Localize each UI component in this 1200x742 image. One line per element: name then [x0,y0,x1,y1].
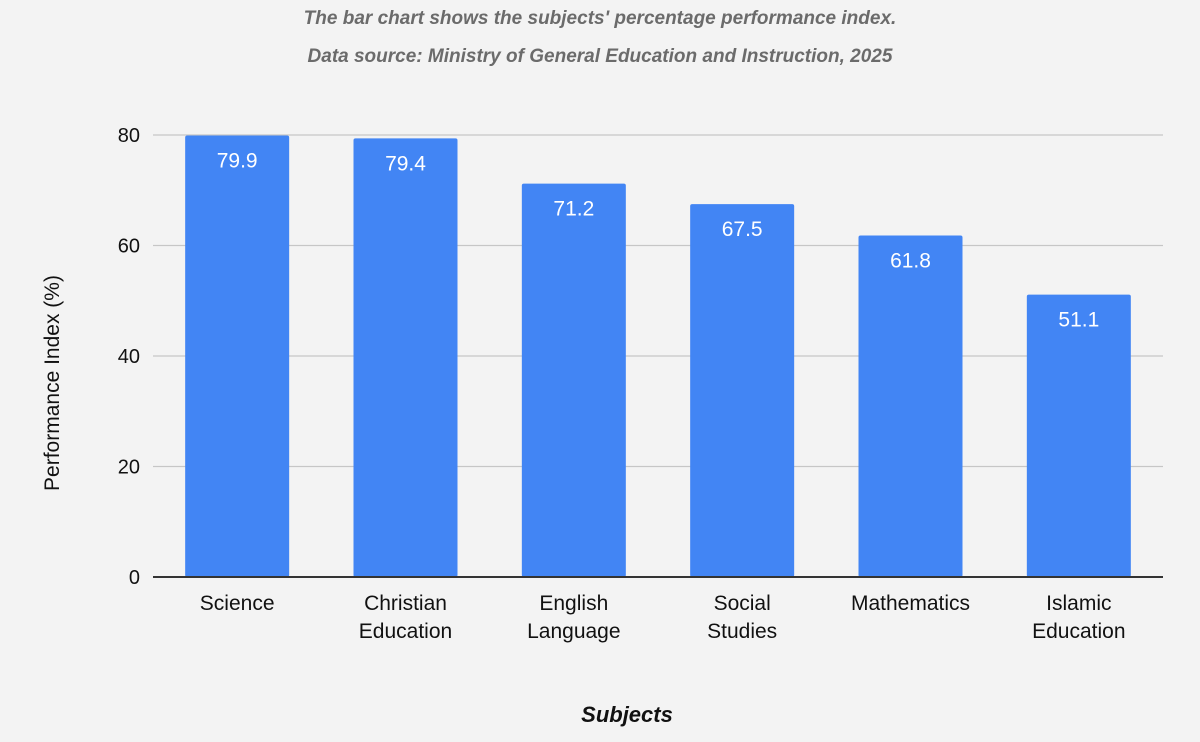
x-tick-label: Christian [364,592,447,615]
y-tick-label: 40 [118,346,140,368]
x-axis-title: Subjects [581,702,673,727]
chart-title: The bar chart shows the subjects' percen… [303,8,897,29]
x-tick-label: Mathematics [851,592,970,615]
y-axis-title: Performance Index (%) [41,275,64,491]
x-tick-label: English [539,592,608,615]
bar [1026,294,1131,577]
x-tick-label: Islamic [1046,592,1111,615]
x-tick-label: Education [359,620,452,643]
x-tick-label: Science [200,592,275,615]
y-tick-label: 80 [118,125,140,147]
x-tick-label: Education [1032,620,1125,643]
data-label: 51.1 [1058,309,1099,332]
x-tick-label: Language [527,620,620,643]
chart-subtitle: Data source: Ministry of General Educati… [307,46,893,67]
y-tick-label: 20 [118,457,140,479]
x-tick-label: Studies [707,620,777,643]
x-tick-label: Social [714,592,771,615]
bar [353,138,458,577]
data-label: 67.5 [722,218,763,241]
bar [858,235,963,577]
data-label: 71.2 [553,198,594,221]
bar [690,204,795,577]
data-label: 79.4 [385,152,426,175]
y-tick-label: 0 [129,567,140,589]
data-label: 79.9 [217,150,258,173]
bar [185,135,290,578]
bar [521,183,626,577]
data-label: 61.8 [890,250,931,273]
y-tick-label: 60 [118,236,140,258]
